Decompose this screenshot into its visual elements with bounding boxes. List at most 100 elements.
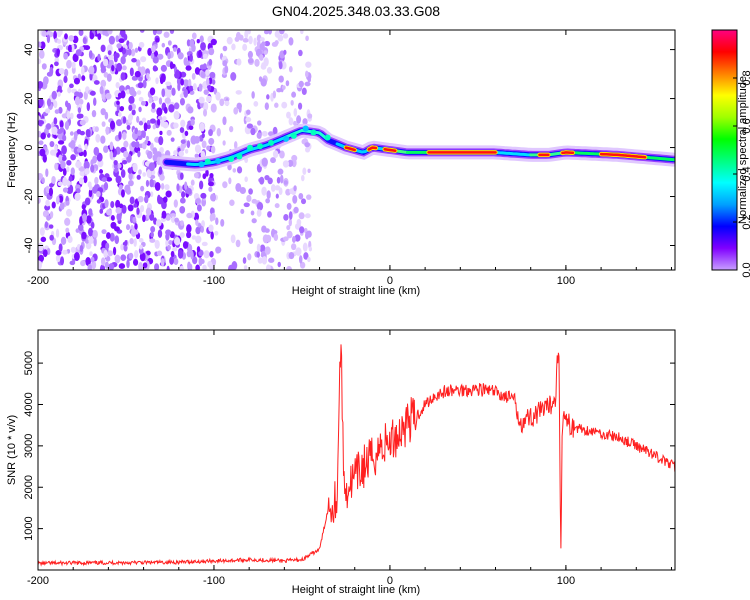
noise-speckle [275,193,279,199]
noise-speckle [256,201,264,211]
noise-speckle [247,231,252,238]
noise-speckle [300,30,304,35]
noise-speckle [81,213,87,222]
noise-speckle [220,218,225,227]
noise-speckle [278,30,285,35]
noise-speckle [124,239,128,247]
noise-speckle [94,176,99,185]
noise-speckle [259,244,266,253]
noise-speckle [115,199,121,209]
noise-speckle [304,213,311,219]
noise-speckle [133,238,137,247]
noise-speckle [173,122,179,129]
noise-speckle [106,73,112,82]
ridge-blob [228,156,235,163]
noise-speckle [100,135,106,144]
noise-speckle [240,208,245,215]
noise-speckle [64,33,68,40]
noise-speckle [253,37,257,46]
noise-speckle [131,109,136,116]
noise-speckle [181,145,185,152]
noise-speckle [308,246,313,252]
noise-speckle [80,260,86,267]
noise-speckle [291,154,298,162]
noise-speckle [104,261,109,269]
noise-speckle [109,120,116,130]
noise-speckle [159,174,165,181]
noise-speckle [126,188,131,195]
noise-speckle [298,49,303,57]
noise-speckle [75,161,82,169]
noise-speckle [96,199,102,204]
noise-speckle [100,257,106,266]
noise-speckle [228,177,232,185]
ridge-blob [246,144,253,151]
noise-speckle [283,236,289,242]
noise-speckle [125,89,131,95]
noise-speckle [266,190,271,199]
noise-speckle [69,260,76,266]
noise-speckle [140,100,146,106]
noise-speckle [60,236,67,245]
noise-speckle [145,207,152,216]
noise-speckle [188,85,194,92]
noise-speckle [295,247,302,256]
noise-speckle [285,188,291,196]
snr-x-tick-label: -200 [27,575,49,587]
noise-speckle [298,192,304,200]
noise-speckle [277,261,281,268]
noise-speckle [242,38,249,43]
noise-speckle [202,63,207,70]
noise-speckle [38,242,44,252]
noise-speckle [191,235,197,240]
noise-speckle [202,264,207,270]
noise-speckle [160,73,166,83]
noise-speckle [190,118,195,126]
noise-speckle [65,227,70,233]
noise-speckle [179,232,185,238]
noise-speckle [89,32,95,40]
noise-speckle [200,41,206,51]
noise-speckle [99,264,106,270]
noise-speckle [142,262,148,269]
snr-x-tick-label: 100 [557,575,575,587]
noise-speckle [278,61,283,70]
noise-speckle [244,176,248,183]
noise-speckle [109,232,115,242]
noise-speckle [69,184,74,194]
noise-speckle [156,250,163,256]
noise-speckle [263,30,269,35]
noise-speckle [63,68,69,77]
noise-speckle [101,229,107,235]
noise-speckle [276,88,282,93]
noise-speckle [139,244,143,250]
noise-speckle [199,122,205,132]
noise-speckle [118,85,125,93]
ridge-hot-red [561,151,575,155]
noise-speckle [294,234,301,242]
spectrogram-heatmap [38,30,675,270]
noise-speckle [88,208,93,216]
noise-speckle [118,38,125,44]
noise-speckle [51,175,56,185]
noise-speckle [160,257,165,267]
noise-speckle [210,38,217,46]
noise-speckle [201,241,208,247]
noise-speckle [148,162,156,172]
noise-speckle [272,126,278,136]
noise-speckle [146,119,151,126]
noise-speckle [172,47,177,52]
noise-speckle [107,54,115,61]
noise-speckle [77,223,84,232]
noise-speckle [58,243,63,253]
noise-speckle [153,50,159,59]
noise-speckle [110,200,115,209]
noise-speckle [96,152,103,162]
noise-speckle [179,93,184,99]
noise-speckle [134,70,141,78]
noise-speckle [81,75,86,81]
noise-speckle [120,30,125,38]
noise-speckle [186,187,192,195]
noise-speckle [56,128,63,135]
noise-speckle [236,58,242,66]
